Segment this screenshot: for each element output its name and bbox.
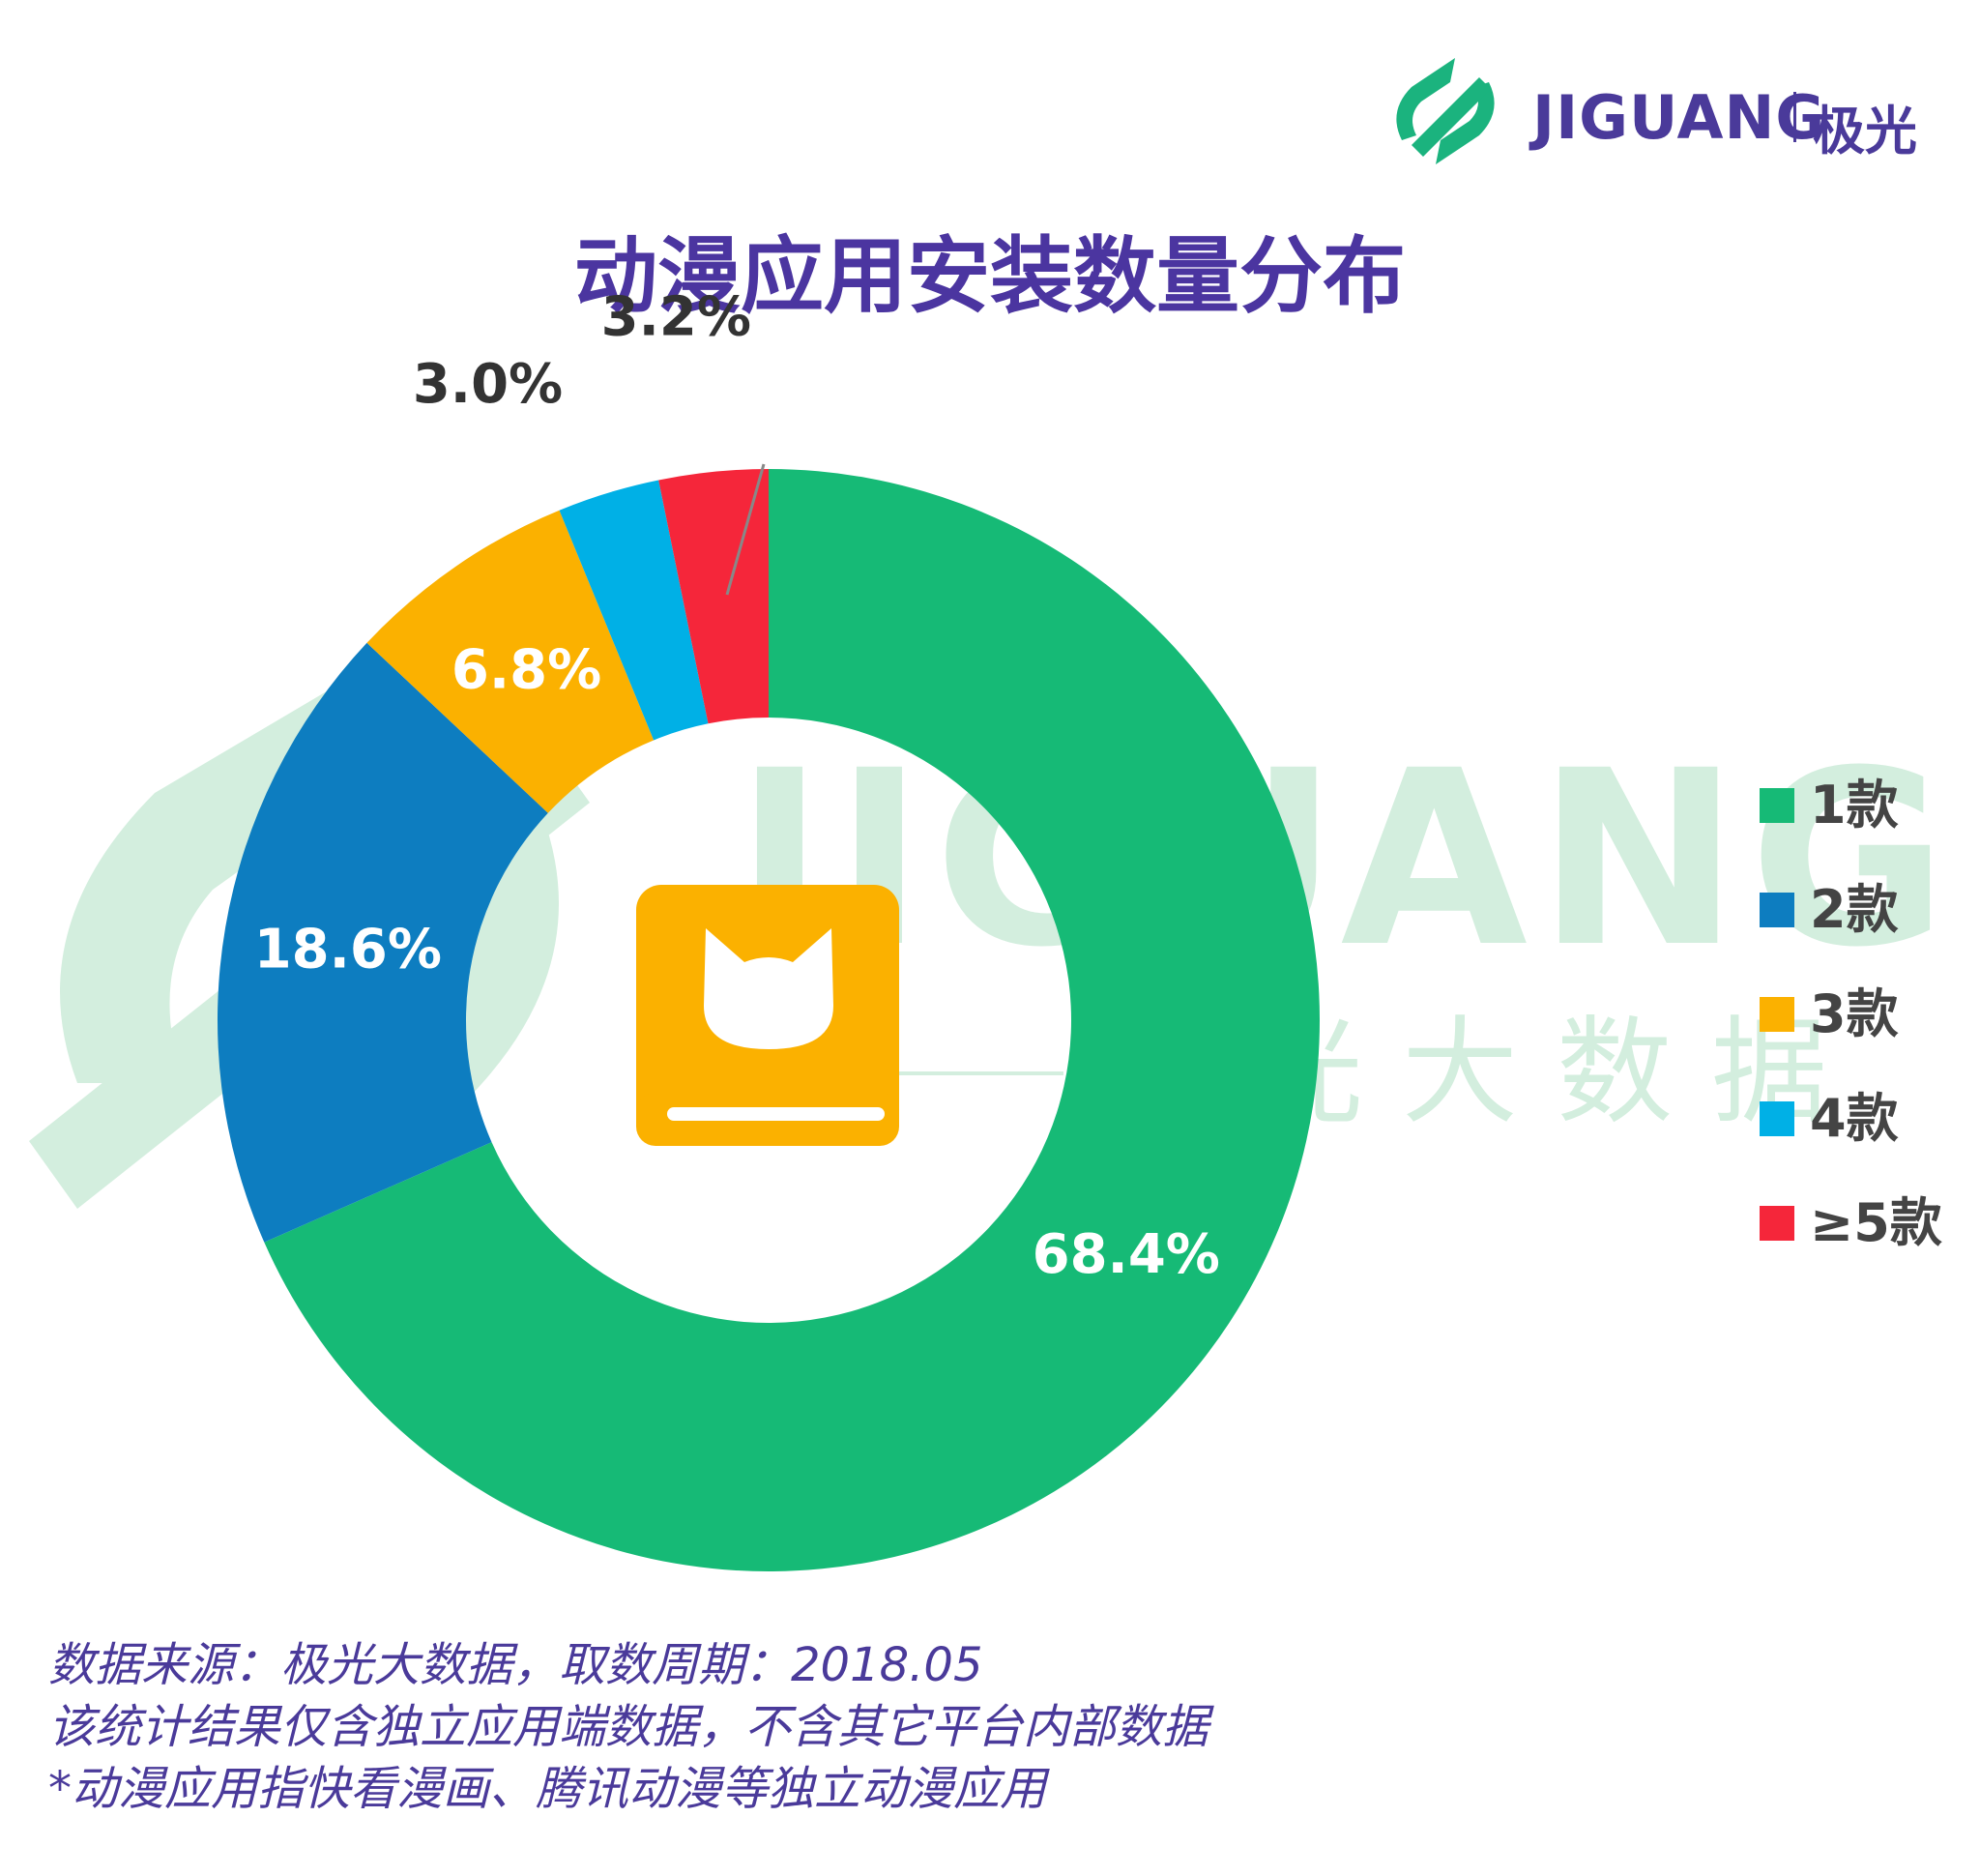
donut-slices xyxy=(218,469,1321,1571)
logo-divider xyxy=(1793,92,1796,142)
legend-swatch-5plus xyxy=(1760,1206,1794,1241)
jiguang-logo: JIGUANG 极光 xyxy=(1383,53,1924,169)
jiguang-logo-icon xyxy=(1396,58,1495,164)
slice-4 xyxy=(559,480,709,741)
slice-1 xyxy=(264,469,1321,1571)
legend-swatch-3 xyxy=(1760,997,1794,1032)
footnotes: 数据来源：极光大数据，取数周期：2018.05 该统计结果仅含独立应用端数据，不… xyxy=(48,1634,1934,1820)
slice-label-2: 18.6% xyxy=(254,918,442,981)
footnote-source: 数据来源：极光大数据，取数周期：2018.05 xyxy=(48,1638,983,1692)
logo-brand-cn: 极光 xyxy=(1813,101,1917,161)
legend-swatch-4 xyxy=(1760,1101,1794,1136)
slice-3 xyxy=(366,510,655,813)
legend-label-3: 3款 xyxy=(1810,983,1899,1044)
slice-label-4: 3.0% xyxy=(413,353,563,416)
watermark-brand: JIGUANG xyxy=(720,718,1957,1000)
chart-title: 动漫应用安装数量分布 xyxy=(574,228,1406,325)
footnote-definition: *动漫应用指快看漫画、腾讯动漫等独立动漫应用 xyxy=(48,1762,1047,1816)
legend-label-5plus: ≥5款 xyxy=(1810,1192,1942,1253)
legend: 1款 2款 3款 4款 ≥5款 xyxy=(1760,775,1942,1253)
slice-label-1: 68.4% xyxy=(1033,1223,1220,1286)
legend-label-2: 2款 xyxy=(1810,879,1899,940)
legend-swatch-2 xyxy=(1760,893,1794,927)
footnote-scope: 该统计结果仅含独立应用端数据，不含其它平台内部数据 xyxy=(48,1700,1209,1754)
leader-line-5plus xyxy=(725,463,766,596)
slice-2 xyxy=(218,642,548,1243)
legend-swatch-1 xyxy=(1760,788,1794,823)
legend-label-4: 4款 xyxy=(1810,1088,1899,1149)
slice-label-5plus: 3.2% xyxy=(601,285,751,348)
slice-5plus xyxy=(658,469,769,724)
comic-book-cat-icon xyxy=(636,885,899,1146)
slice-labels: 68.4% 18.6% 6.8% 3.0% 3.2% xyxy=(254,285,1220,1286)
logo-brand-text: JIGUANG xyxy=(1532,82,1826,153)
slice-label-3: 6.8% xyxy=(451,638,601,701)
legend-label-1: 1款 xyxy=(1810,775,1899,835)
